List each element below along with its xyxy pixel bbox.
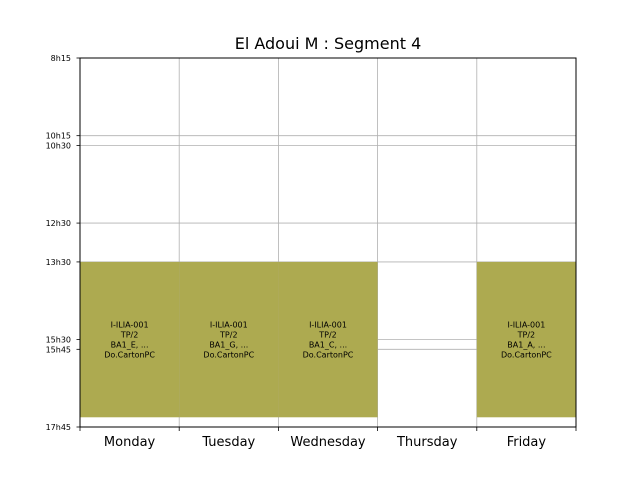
event-label-line: BA1_G, ... [209, 341, 248, 350]
event-label-line: BA1_E, ... [111, 341, 149, 350]
chart-title: El Adoui M : Segment 4 [235, 34, 422, 53]
y-tick-label: 10h30 [46, 141, 71, 150]
event-label-line: TP/2 [517, 331, 536, 340]
y-tick-label: 8h15 [51, 54, 71, 63]
event-bar [476, 261, 576, 418]
plot-frame [79, 57, 577, 428]
event-label-line: TP/2 [219, 331, 238, 340]
event-label-line: Do.CartonPC [303, 351, 354, 360]
event-bar [179, 261, 279, 418]
y-tick-label: 17h45 [46, 423, 71, 432]
event-label-line: I-ILIA-001 [507, 321, 545, 330]
event-bar [80, 261, 180, 418]
y-tick-label: 10h15 [46, 132, 71, 141]
y-tick-label: 15h45 [46, 345, 71, 354]
event-label-line: TP/2 [318, 331, 337, 340]
event-label-line: I-ILIA-001 [210, 321, 248, 330]
y-tick-label: 13h30 [46, 258, 71, 267]
x-tick-label-friday: Friday [507, 435, 547, 450]
event-label-line: Do.CartonPC [501, 351, 552, 360]
event-label-line: BA1_C, ... [309, 341, 347, 350]
event-label-line: I-ILIA-001 [309, 321, 347, 330]
y-tick-label: 15h30 [46, 336, 71, 345]
event-label-line: TP/2 [120, 331, 139, 340]
x-tick-label-tuesday: Tuesday [201, 435, 255, 450]
x-tick-label-wednesday: Wednesday [290, 435, 366, 450]
y-tick-label: 12h30 [46, 219, 71, 228]
x-tick-label-thursday: Thursday [396, 435, 458, 450]
x-tick-label-monday: Monday [104, 435, 156, 450]
event-label-line: Do.CartonPC [104, 351, 155, 360]
event-bar [278, 261, 378, 418]
event-label-line: BA1_A, ... [507, 341, 545, 350]
event-label-line: I-ILIA-001 [111, 321, 149, 330]
event-label-line: Do.CartonPC [203, 351, 254, 360]
x-axis: Monday Tuesday Wednesday Thursday Friday [79, 427, 577, 450]
